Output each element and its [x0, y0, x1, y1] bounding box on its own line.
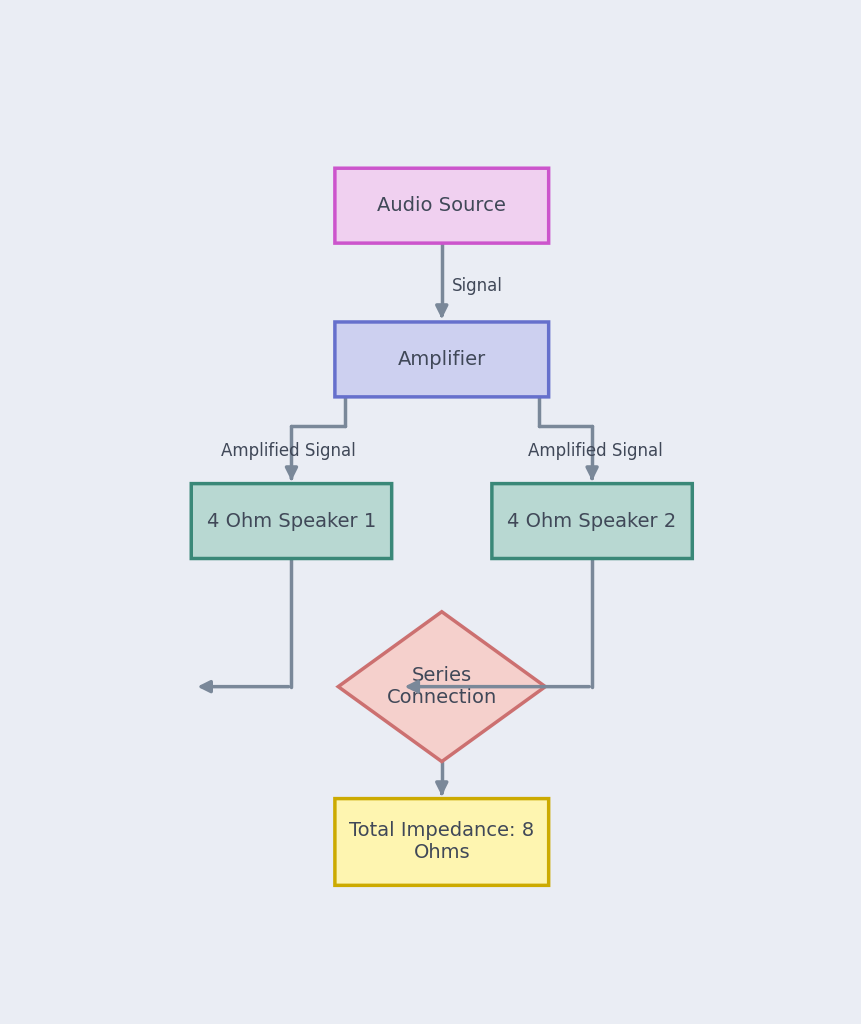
Text: Amplifier: Amplifier	[397, 350, 486, 369]
Text: Series
Connection: Series Connection	[387, 667, 496, 708]
FancyBboxPatch shape	[191, 483, 391, 558]
FancyBboxPatch shape	[492, 483, 691, 558]
Text: 4 Ohm Speaker 1: 4 Ohm Speaker 1	[207, 512, 375, 530]
FancyBboxPatch shape	[334, 168, 548, 243]
Polygon shape	[338, 611, 545, 762]
FancyBboxPatch shape	[334, 799, 548, 886]
Text: Signal: Signal	[451, 278, 502, 295]
Text: Amplified Signal: Amplified Signal	[220, 442, 355, 460]
Text: Audio Source: Audio Source	[377, 197, 505, 215]
Text: 4 Ohm Speaker 2: 4 Ohm Speaker 2	[507, 512, 676, 530]
FancyBboxPatch shape	[334, 322, 548, 397]
Text: Amplified Signal: Amplified Signal	[528, 442, 662, 460]
Text: Total Impedance: 8
Ohms: Total Impedance: 8 Ohms	[349, 821, 534, 862]
